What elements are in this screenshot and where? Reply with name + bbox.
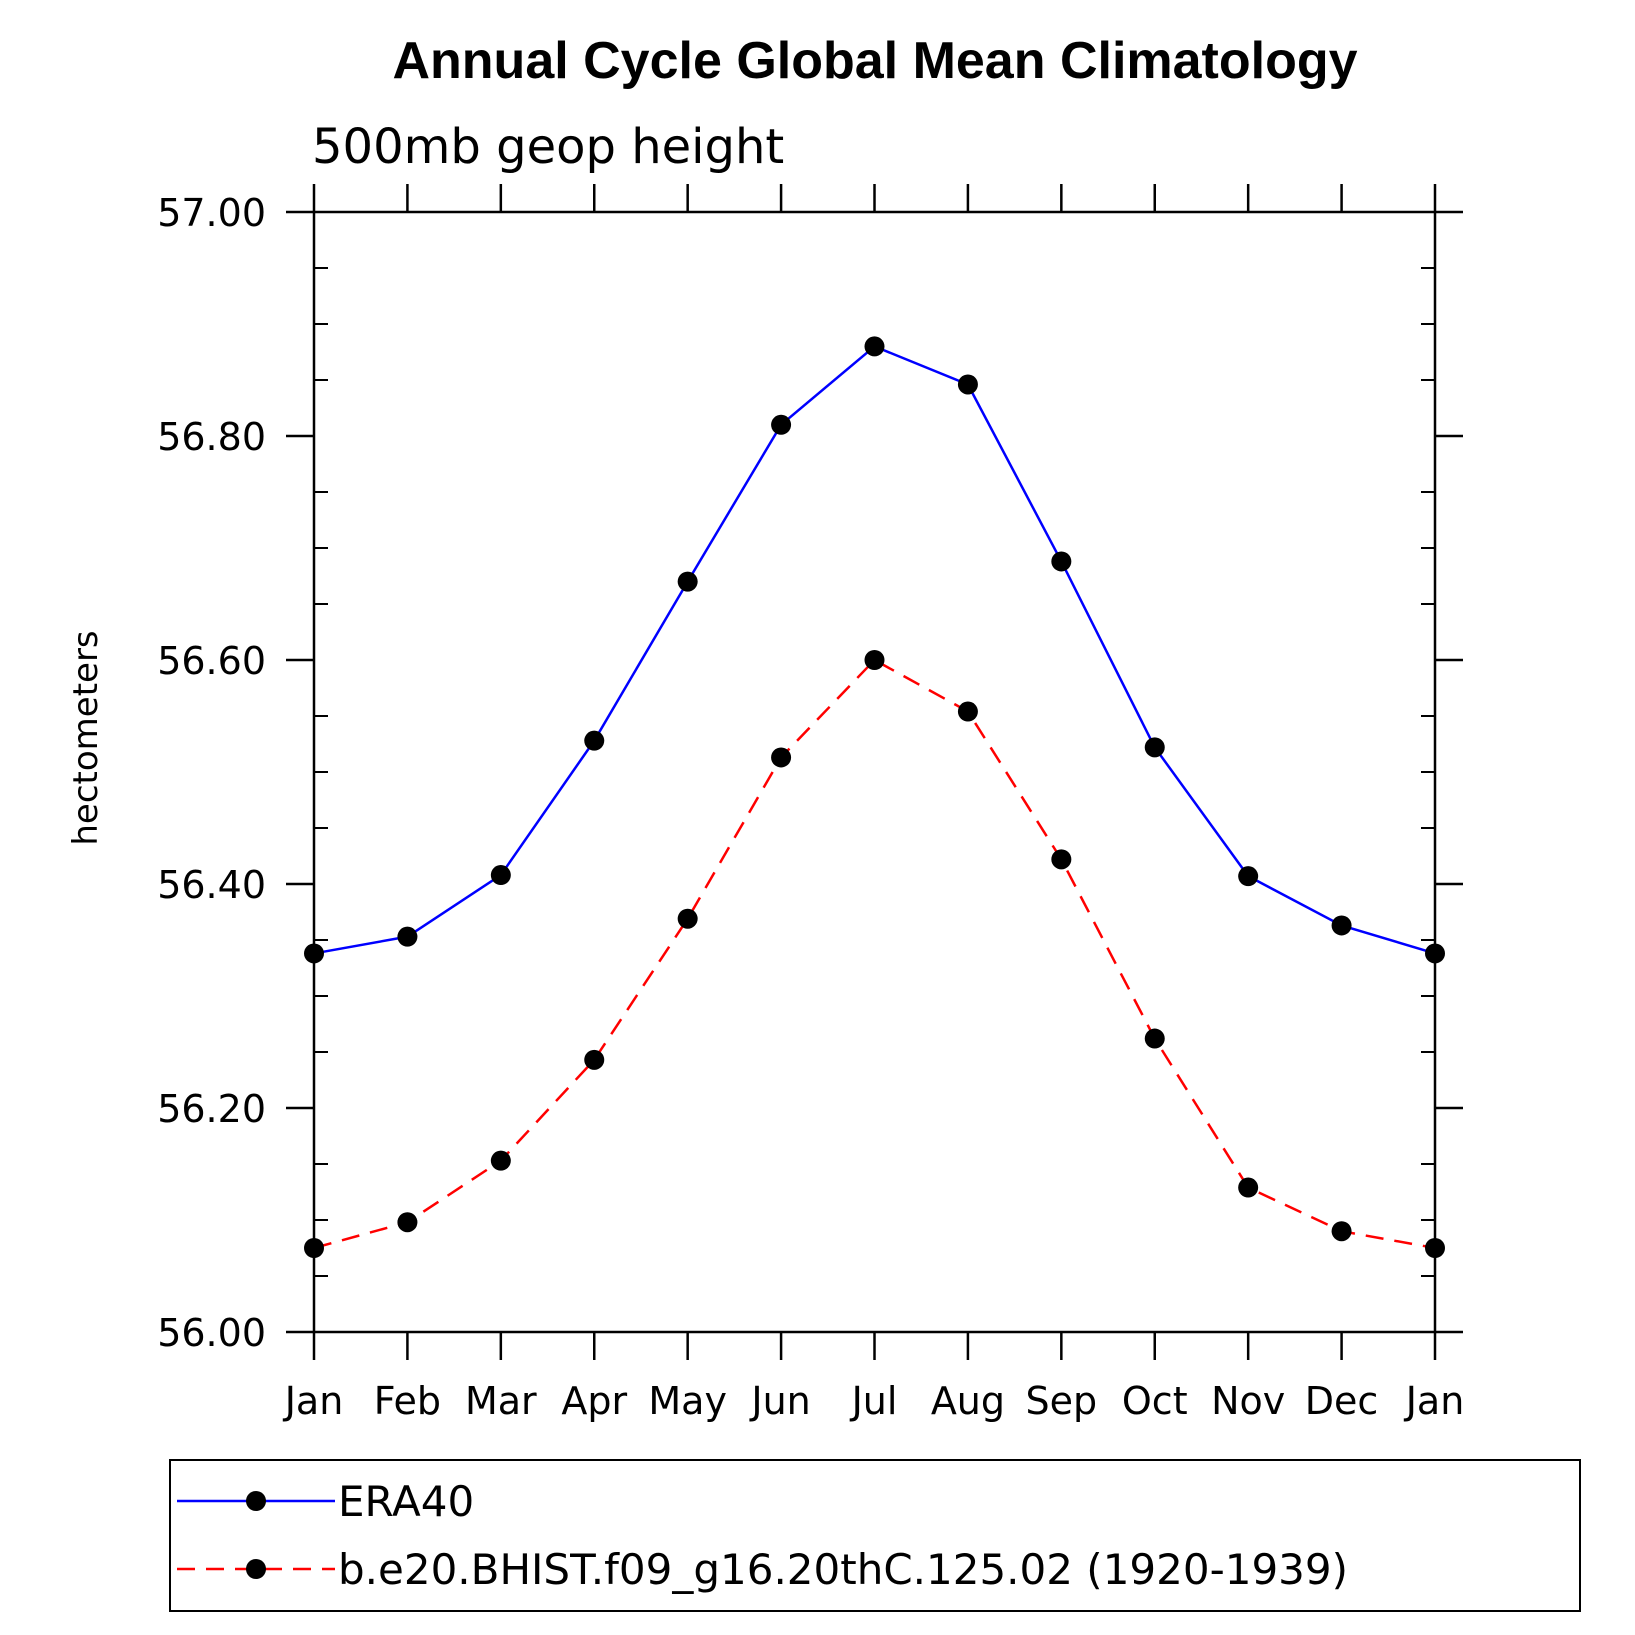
legend: ERA40 b.e20.BHIST.f09_g16.20thC.125.02 (… bbox=[169, 1459, 1581, 1612]
series-0-point bbox=[957, 374, 978, 395]
x-tick-label: Nov bbox=[1211, 1379, 1285, 1423]
series-0-point bbox=[1238, 866, 1259, 887]
series-0-point bbox=[1331, 915, 1352, 936]
series-0-point bbox=[397, 926, 418, 947]
x-tick-label: Oct bbox=[1122, 1379, 1188, 1423]
chart-title: Annual Cycle Global Mean Climatology bbox=[392, 32, 1357, 90]
axis-ticks bbox=[286, 184, 1463, 1360]
x-tick-label: Jan bbox=[283, 1379, 344, 1423]
x-tick-label: Sep bbox=[1026, 1379, 1098, 1423]
series-0-point bbox=[490, 865, 511, 886]
x-tick-label: Jul bbox=[850, 1379, 898, 1423]
series-1-point bbox=[864, 650, 885, 670]
y-tick-label: 56.20 bbox=[157, 1087, 266, 1131]
series-0-point bbox=[1144, 737, 1165, 758]
x-tick-label: Jun bbox=[749, 1379, 810, 1423]
series-1-point bbox=[397, 1212, 418, 1233]
y-tick-labels: 56.00 56.20 56.40 56.60 56.80 57.00 bbox=[157, 191, 266, 1355]
y-tick-label: 56.00 bbox=[157, 1311, 266, 1355]
y-tick-label: 56.80 bbox=[157, 415, 266, 459]
legend-marker-bhist bbox=[246, 1559, 266, 1579]
x-tick-label: Feb bbox=[374, 1379, 441, 1423]
x-tick-label: Mar bbox=[465, 1379, 537, 1423]
series-1-point bbox=[1051, 849, 1072, 870]
x-tick-label: Dec bbox=[1305, 1379, 1379, 1423]
series-1-point bbox=[584, 1049, 605, 1070]
plot-frame bbox=[312, 210, 1437, 1334]
x-tick-labels: Jan Feb Mar Apr May Jun Jul Aug Sep Oct Nov Dec Jan bbox=[283, 1379, 1465, 1423]
series-1-point bbox=[1331, 1221, 1352, 1242]
x-tick-label: Aug bbox=[931, 1379, 1005, 1423]
y-tick-label: 56.40 bbox=[157, 863, 266, 907]
series-1-point bbox=[771, 747, 792, 768]
y-tick-label: 56.60 bbox=[157, 639, 266, 683]
series-1-point bbox=[1144, 1028, 1165, 1049]
legend-label-era40: ERA40 bbox=[338, 1477, 474, 1526]
legend-marker-era40 bbox=[246, 1491, 266, 1511]
y-tick-label: 57.00 bbox=[157, 191, 266, 235]
x-tick-label: May bbox=[648, 1379, 727, 1423]
series-0-point bbox=[864, 336, 885, 357]
series-0-point bbox=[584, 730, 605, 751]
x-tick-label: Apr bbox=[561, 1379, 627, 1423]
y-axis-label: hectometers bbox=[66, 630, 106, 845]
series-1-point bbox=[677, 908, 698, 929]
series-0-point bbox=[771, 414, 792, 435]
series-1-point bbox=[490, 1150, 511, 1171]
series-0-point bbox=[1051, 551, 1072, 572]
series-1-point bbox=[1238, 1177, 1259, 1198]
x-tick-label: Jan bbox=[1404, 1379, 1465, 1423]
legend-box bbox=[169, 1459, 1581, 1612]
chart-subtitle: 500mb geop height bbox=[312, 119, 784, 175]
series-0-point bbox=[677, 571, 698, 592]
series-1-point bbox=[957, 701, 978, 722]
legend-label-bhist: b.e20.BHIST.f09_g16.20thC.125.02 (1920-1… bbox=[338, 1545, 1348, 1594]
